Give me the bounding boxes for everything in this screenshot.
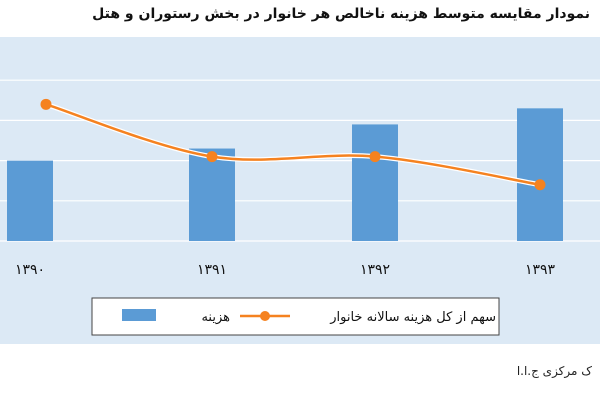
legend: هزینه سهم از کل هزینه سالانه خانوار [91,297,500,336]
legend-bar-label: هزینه [201,310,230,325]
line-series [40,98,546,191]
bar [517,108,563,241]
legend-bar-swatch [122,309,156,321]
grid-lines [0,79,600,242]
x-tick-label: ۱۳۹۱ [197,262,227,278]
line-path [45,103,541,186]
legend-box [91,297,500,336]
x-tick-label: ۱۳۹۳ [525,262,556,278]
source-note: ک مرکزی ج.ا.ا [516,364,592,378]
chart-svg: ۱۳۹۰ ۱۳۹۱ ۱۳۹۲ ۱۳۹۳ هزینه سهم از کل هزینه س… [0,37,600,344]
line-point [369,151,381,163]
line-point [534,179,546,191]
bar-series [7,108,563,241]
legend-line-label: سهم از کل هزینه سالانه خانوار [329,310,496,325]
chart-title: نمودار مقایسه متوسط هزینه ناخالص هر خانو… [92,6,590,22]
x-tick-labels: ۱۳۹۰ ۱۳۹۱ ۱۳۹۲ ۱۳۹۳ [15,262,556,278]
legend-line-marker [260,311,270,321]
plot-panel [0,37,600,344]
bar [189,148,235,241]
line-point [40,98,52,110]
bar [352,124,398,241]
line-point [206,151,218,163]
x-tick-label: ۱۳۹۰ [15,262,45,278]
x-tick-label: ۱۳۹۲ [360,262,390,278]
bar [7,160,53,241]
